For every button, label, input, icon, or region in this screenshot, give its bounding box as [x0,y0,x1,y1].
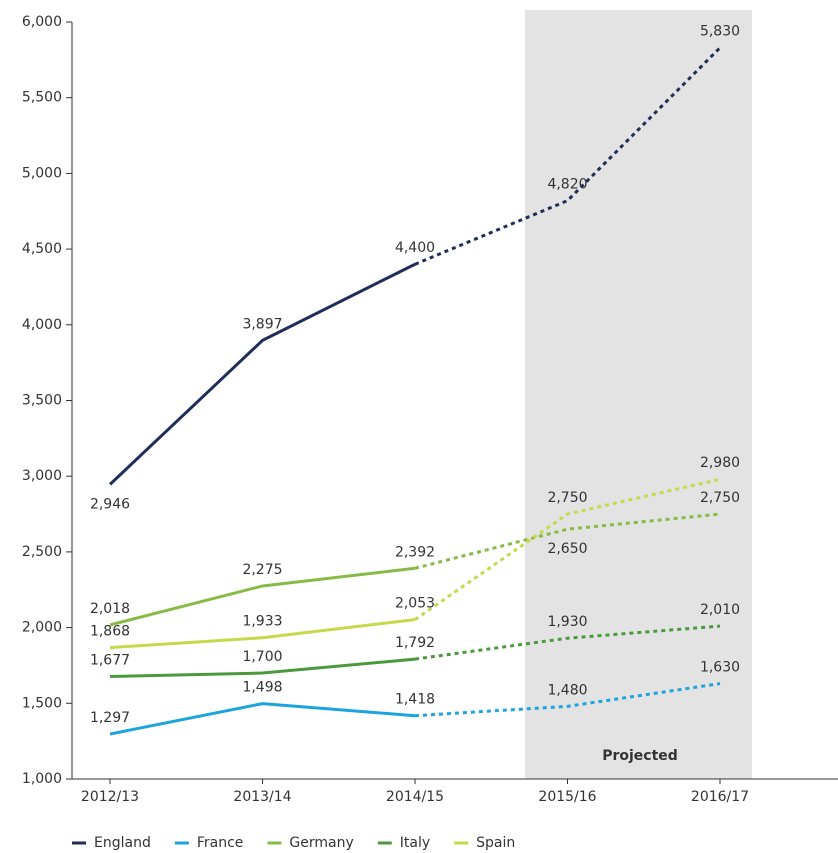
data-label: 1,933 [242,614,282,630]
legend-label: Spain [476,835,515,851]
data-label: 1,297 [90,710,130,726]
data-label: 3,897 [242,316,282,332]
x-tick-label: 2012/13 [81,789,139,805]
data-label: 2,750 [700,490,740,506]
projected-region [525,10,752,779]
data-label: 4,820 [547,177,587,193]
data-label: 1,930 [547,614,587,630]
data-label: 2,010 [700,602,740,618]
data-label: 5,830 [700,24,740,40]
projected-line [414,477,721,621]
y-tick-label: 2,500 [22,544,62,560]
data-label: 2,750 [547,490,587,506]
y-tick-label: 5,500 [22,90,62,106]
line [109,618,416,650]
data-label: 4,400 [395,240,435,256]
y-tick-label: 4,000 [22,317,62,333]
projected-line [414,682,721,718]
data-label: 2,650 [547,541,587,557]
y-tick-label: 4,500 [22,241,62,257]
x-tick-label: 2016/17 [691,789,749,805]
data-label: 1,498 [242,680,282,696]
y-tick-label: 2,000 [22,620,62,636]
projected-line [414,512,721,570]
data-label: 1,630 [700,660,740,676]
data-label: 1,868 [90,624,130,640]
data-label: 1,677 [90,653,130,669]
data-label: 2,946 [90,496,130,512]
data-label: 1,480 [547,682,587,698]
legend-label: France [197,835,244,851]
data-label: 2,018 [90,601,130,617]
line [109,566,416,627]
data-label: 1,792 [395,635,435,651]
y-tick-label: 1,500 [22,695,62,711]
x-tick-label: 2013/14 [233,789,291,805]
legend-label: Italy [400,835,430,851]
line [109,702,416,736]
projected-label: Projected [602,748,678,764]
data-label: 2,392 [395,544,435,560]
x-tick-label: 2014/15 [386,789,444,805]
data-label: 1,700 [242,649,282,665]
y-tick-label: 6,000 [22,14,62,30]
projected-line [414,624,721,661]
x-tick-label: 2015/16 [538,789,596,805]
y-tick-label: 1,000 [22,771,62,787]
y-tick-label: 3,000 [22,468,62,484]
y-tick-label: 5,000 [22,165,62,181]
data-label: 1,418 [395,692,435,708]
legend-label: Germany [289,835,353,851]
data-label: 2,053 [395,596,435,612]
legend-label: England [94,835,151,851]
line [109,657,416,679]
data-label: 2,275 [242,562,282,578]
line [108,262,416,486]
data-label: 2,980 [700,455,740,471]
y-tick-label: 3,500 [22,393,62,409]
